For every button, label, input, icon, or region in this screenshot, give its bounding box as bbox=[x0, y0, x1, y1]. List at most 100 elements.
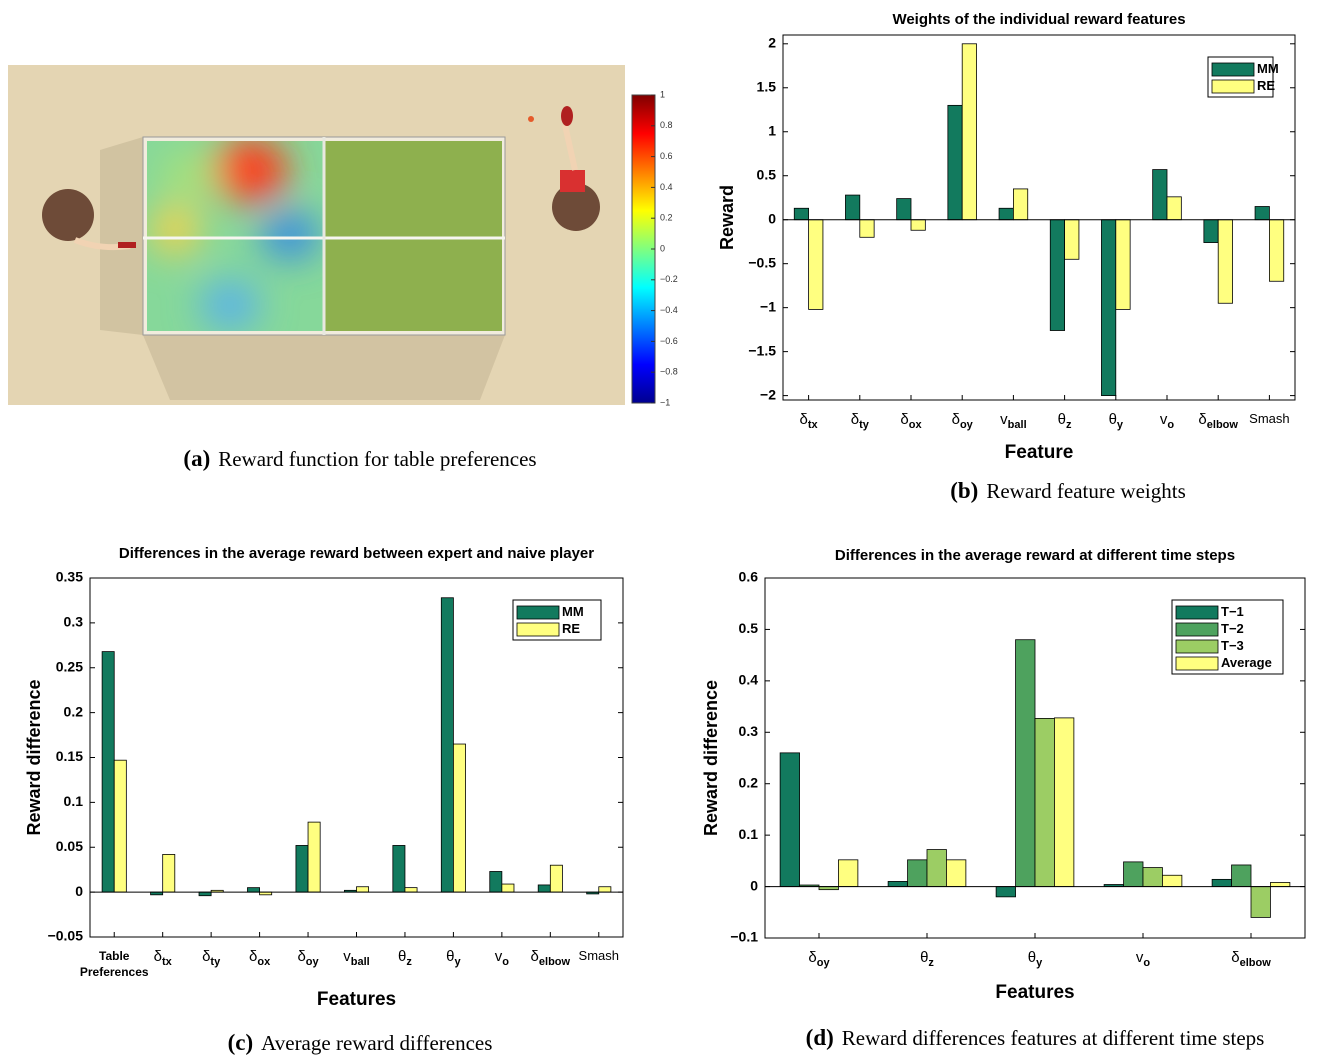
caption-label: (b) bbox=[950, 478, 978, 503]
x-axis-label: Features bbox=[995, 982, 1074, 1003]
y-tick-label: 0 bbox=[750, 877, 758, 893]
x-tick-label: vo bbox=[495, 948, 510, 968]
x-tick-label: δelbow bbox=[1231, 949, 1271, 969]
x-tick-label-sub: ox bbox=[257, 956, 271, 968]
bar bbox=[896, 198, 912, 221]
colorbar-tick-label: 0.6 bbox=[660, 151, 673, 161]
x-tick-label-main: δ bbox=[249, 948, 257, 965]
chart-title: Differences in the average reward betwee… bbox=[119, 545, 594, 562]
caption: (c) Average reward differences bbox=[228, 1030, 493, 1055]
y-tick-label: 0 bbox=[75, 883, 83, 899]
y-tick-label: −1.5 bbox=[748, 342, 776, 358]
bar bbox=[247, 887, 260, 893]
bar bbox=[947, 104, 963, 221]
bar bbox=[1049, 219, 1066, 331]
x-tick-label-sub: ty bbox=[859, 419, 870, 431]
caption-text: Reward differences features at different… bbox=[842, 1026, 1265, 1050]
x-tick-label-main: Smash bbox=[579, 948, 619, 963]
bar bbox=[198, 891, 212, 897]
legend-swatch bbox=[516, 622, 560, 637]
caption-label: (a) bbox=[183, 446, 210, 471]
legend-label: RE bbox=[562, 621, 580, 636]
bar bbox=[998, 207, 1014, 221]
x-tick-label-main: δ bbox=[800, 411, 808, 428]
y-tick-label: 0.5 bbox=[739, 620, 759, 636]
colorbar-tick-label: 1 bbox=[660, 89, 665, 99]
x-tick-label-main: θ bbox=[1058, 411, 1066, 428]
bar bbox=[1254, 206, 1270, 221]
bar bbox=[537, 884, 551, 893]
x-tick-label-main: v bbox=[1000, 411, 1008, 428]
bar bbox=[808, 219, 824, 310]
x-tick-label: δoy bbox=[808, 949, 830, 969]
x-tick-label-sub: z bbox=[928, 957, 934, 969]
legend-swatch bbox=[1211, 62, 1255, 77]
x-tick-label: Table bbox=[99, 949, 130, 963]
x-tick-label-main: δ bbox=[1198, 411, 1206, 428]
bar bbox=[907, 859, 928, 887]
x-tick-label-main: v bbox=[343, 948, 351, 965]
y-tick-label: 0.4 bbox=[739, 672, 759, 688]
x-tick-label-main: Smash bbox=[1249, 411, 1289, 426]
colorbar-tick-label: 0.8 bbox=[660, 120, 673, 130]
bar bbox=[1034, 718, 1055, 887]
y-tick-label: 0.3 bbox=[739, 723, 759, 739]
x-tick-label: Smash bbox=[579, 948, 619, 963]
colorbar-tick-label: −0.6 bbox=[660, 336, 678, 346]
y-tick-label: 0.35 bbox=[56, 569, 83, 585]
legend-label: T−3 bbox=[1221, 638, 1244, 653]
bar bbox=[549, 864, 563, 893]
y-tick-label: 0.1 bbox=[64, 793, 84, 809]
y-tick-label: 0 bbox=[768, 210, 776, 226]
x-tick-label-sub: elbow bbox=[1240, 957, 1272, 969]
x-tick-label-sub: z bbox=[1066, 419, 1072, 431]
bar bbox=[910, 219, 926, 231]
bar bbox=[961, 43, 977, 221]
bar bbox=[392, 845, 406, 893]
x-tick-label-main: θ bbox=[398, 948, 406, 965]
x-tick-label: vball bbox=[343, 948, 369, 968]
bar bbox=[1203, 219, 1219, 243]
y-tick-label: 0.05 bbox=[56, 838, 83, 854]
x-tick-label: θz bbox=[1058, 411, 1072, 431]
x-axis-label: Features bbox=[317, 989, 396, 1010]
bar bbox=[1013, 188, 1029, 221]
y-tick-label: −0.1 bbox=[730, 929, 758, 945]
x-tick-label: vo bbox=[1160, 411, 1175, 431]
x-tick-label-sub: y bbox=[1117, 419, 1124, 431]
x-tick-label-sub: elbow bbox=[539, 956, 571, 968]
bar bbox=[307, 821, 321, 893]
bar bbox=[1211, 878, 1232, 887]
legend-swatch bbox=[1175, 622, 1219, 637]
x-tick-label-sub: ty bbox=[210, 956, 221, 968]
x-tick-label-main: v bbox=[495, 948, 503, 965]
x-tick-label: δty bbox=[851, 411, 870, 431]
caption-text: Reward function for table preferences bbox=[218, 447, 536, 471]
caption: (b) Reward feature weights bbox=[950, 478, 1186, 503]
x-tick-label: Preferences bbox=[80, 965, 149, 979]
x-tick-label: Smash bbox=[1249, 411, 1289, 426]
bar bbox=[838, 859, 859, 887]
x-tick-label: δox bbox=[249, 948, 271, 968]
bar bbox=[946, 859, 967, 887]
y-tick-label: 1 bbox=[768, 122, 776, 138]
x-tick-label: θy bbox=[446, 948, 461, 968]
x-tick-label-sub: tx bbox=[808, 419, 819, 431]
x-tick-label-sub: tx bbox=[162, 956, 173, 968]
legend-swatch bbox=[1175, 639, 1219, 654]
bar bbox=[1123, 861, 1144, 887]
y-tick-label: 0.3 bbox=[64, 614, 84, 630]
colorbar-tick-label: −1 bbox=[660, 397, 670, 407]
colorbar-tick-label: −0.8 bbox=[660, 367, 678, 377]
colorbar-tick-label: 0 bbox=[660, 243, 665, 253]
y-tick-label: 0.1 bbox=[739, 826, 759, 842]
x-tick-label: vball bbox=[1000, 411, 1026, 431]
x-tick-label-main: θ bbox=[1028, 949, 1036, 966]
caption-label: (c) bbox=[228, 1030, 254, 1055]
legend-swatch bbox=[1175, 656, 1219, 671]
bar bbox=[101, 651, 115, 893]
caption: (a) Reward function for table preferences bbox=[183, 446, 536, 471]
x-tick-label-main: δ bbox=[952, 411, 960, 428]
bar bbox=[295, 845, 309, 893]
x-tick-label: θz bbox=[398, 948, 412, 968]
